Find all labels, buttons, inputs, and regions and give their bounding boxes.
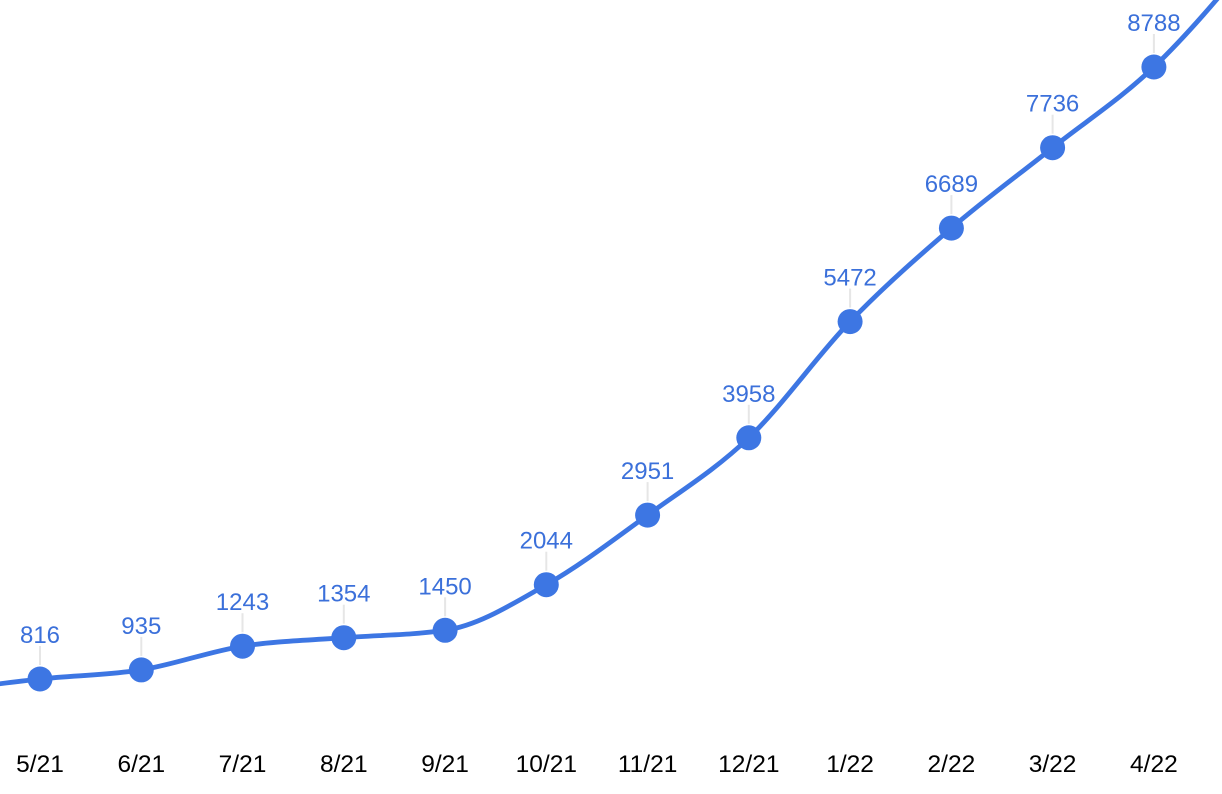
svg-text:12/21: 12/21 (718, 751, 779, 778)
svg-text:5/21: 5/21 (16, 751, 64, 778)
svg-text:8/21: 8/21 (320, 751, 368, 778)
svg-text:1354: 1354 (317, 581, 370, 608)
svg-text:7/21: 7/21 (219, 751, 267, 778)
svg-text:9/21: 9/21 (421, 751, 469, 778)
svg-text:816: 816 (20, 622, 60, 649)
svg-text:6/21: 6/21 (117, 751, 165, 778)
svg-text:1450: 1450 (418, 573, 471, 600)
svg-text:4/22: 4/22 (1130, 751, 1178, 778)
svg-text:1243: 1243 (216, 589, 269, 616)
svg-text:1/22: 1/22 (826, 751, 874, 778)
svg-text:2044: 2044 (520, 528, 573, 555)
svg-text:2951: 2951 (621, 458, 674, 485)
svg-text:2/22: 2/22 (928, 751, 976, 778)
svg-text:8788: 8788 (1127, 10, 1180, 37)
svg-text:10/21: 10/21 (516, 751, 577, 778)
svg-text:5472: 5472 (823, 265, 876, 292)
svg-text:3958: 3958 (722, 381, 775, 408)
svg-text:7736: 7736 (1026, 91, 1079, 118)
svg-text:6689: 6689 (925, 171, 978, 198)
svg-text:11/21: 11/21 (618, 751, 678, 778)
svg-text:935: 935 (121, 613, 161, 640)
svg-text:3/22: 3/22 (1029, 751, 1077, 778)
